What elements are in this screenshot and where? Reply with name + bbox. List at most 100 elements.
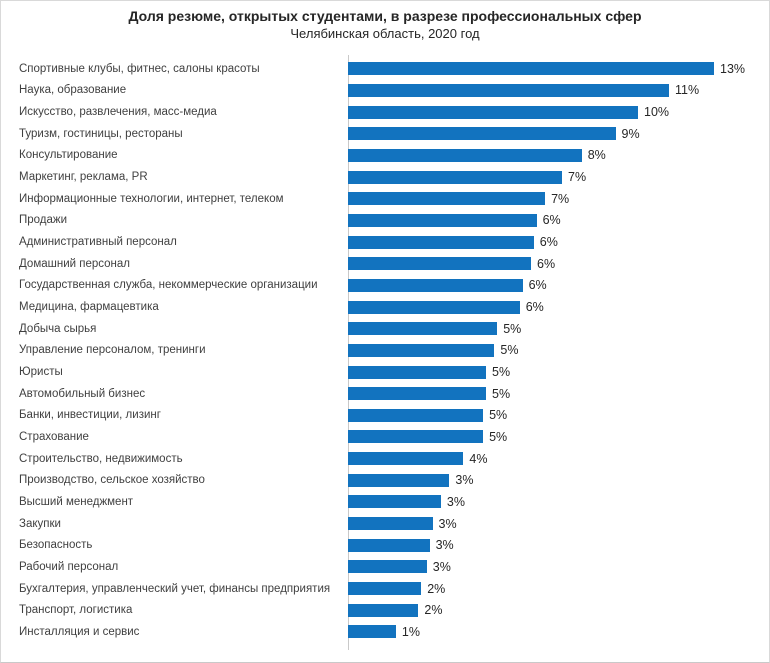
bar-row: Строительство, недвижимость 4% (1, 448, 769, 470)
bar-track: 7% (348, 188, 769, 210)
category-label: Производство, сельское хозяйство (19, 474, 205, 487)
value-label: 9% (621, 126, 640, 141)
bar (348, 127, 616, 141)
bar-track: 5% (348, 318, 769, 340)
category-label: Наука, образование (19, 84, 127, 97)
bar-row: Спортивные клубы, фитнес, салоны красоты… (1, 58, 769, 80)
value-label: 6% (542, 213, 561, 228)
bar (348, 343, 495, 357)
bar (348, 603, 419, 617)
bar-track: 2% (348, 578, 769, 600)
bar-track: 4% (348, 448, 769, 470)
value-label: 8% (587, 148, 606, 163)
value-label: 5% (503, 321, 522, 336)
bar-track: 1% (348, 621, 769, 643)
value-label: 2% (424, 603, 443, 618)
category-label: Спортивные клубы, фитнес, салоны красоты (19, 62, 260, 75)
category-label: Автомобильный бизнес (19, 387, 146, 400)
bar-track: 5% (348, 405, 769, 427)
bar-track: 8% (348, 145, 769, 167)
bar-track: 2% (348, 599, 769, 621)
bar (348, 408, 484, 422)
bar-track: 6% (348, 231, 769, 253)
category-label: Продажи (19, 214, 68, 227)
bar (348, 278, 523, 292)
bar-track: 13% (348, 58, 769, 80)
bar-track: 6% (348, 296, 769, 318)
bar-track: 7% (348, 166, 769, 188)
value-label: 3% (435, 538, 454, 553)
bar-row: Производство, сельское хозяйство 3% (1, 469, 769, 491)
value-label: 2% (427, 581, 446, 596)
bar (348, 257, 531, 271)
value-label: 1% (401, 624, 420, 639)
bar-track: 5% (348, 361, 769, 383)
bar-row: Добыча сырья 5% (1, 318, 769, 340)
category-label: Высший менеджмент (19, 495, 134, 508)
category-label: Административный персонал (19, 236, 177, 249)
value-label: 4% (469, 451, 488, 466)
bar-track: 3% (348, 491, 769, 513)
value-label: 3% (455, 473, 474, 488)
bar (348, 235, 534, 249)
bar-row: Автомобильный бизнес 5% (1, 383, 769, 405)
bar-row: Продажи 6% (1, 210, 769, 232)
category-label: Управление персоналом, тренинги (19, 344, 206, 357)
category-label: Рабочий персонал (19, 560, 119, 573)
category-label: Медицина, фармацевтика (19, 301, 159, 314)
category-label: Маркетинг, реклама, PR (19, 171, 148, 184)
bar-row: Страхование 5% (1, 426, 769, 448)
bar-track: 3% (348, 469, 769, 491)
category-label: Транспорт, логистика (19, 604, 133, 617)
bar (348, 365, 486, 379)
bar-row: Медицина, фармацевтика 6% (1, 296, 769, 318)
bar (348, 105, 638, 119)
value-label: 3% (446, 494, 465, 509)
bar-row: Банки, инвестиции, лизинг 5% (1, 405, 769, 427)
plot-area: Спортивные клубы, фитнес, салоны красоты… (1, 55, 769, 650)
value-label: 7% (568, 170, 587, 185)
category-label: Безопасность (19, 539, 93, 552)
category-label: Искусство, развлечения, масс-медиа (19, 106, 217, 119)
value-label: 5% (492, 365, 511, 380)
value-label: 5% (489, 408, 508, 423)
bar-row: Наука, образование 11% (1, 80, 769, 102)
bar-row: Высший менеджмент 3% (1, 491, 769, 513)
bar-row: Бухгалтерия, управленческий учет, финанс… (1, 578, 769, 600)
bar (348, 452, 464, 466)
category-label: Домашний персонал (19, 257, 130, 270)
bar-row: Транспорт, логистика 2% (1, 599, 769, 621)
category-label: Государственная служба, некоммерческие о… (19, 279, 318, 292)
category-label: Юристы (19, 366, 63, 379)
category-label: Добыча сырья (19, 322, 97, 335)
bar-row: Закупки 3% (1, 513, 769, 535)
bar-row: Консультирование 8% (1, 145, 769, 167)
bar-track: 11% (348, 80, 769, 102)
bar (348, 322, 498, 336)
bar (348, 62, 714, 76)
value-label: 6% (528, 278, 547, 293)
value-label: 5% (500, 343, 519, 358)
value-label: 6% (525, 300, 544, 315)
value-label: 7% (551, 191, 570, 206)
category-label: Консультирование (19, 149, 118, 162)
bar-row: Туризм, гостиницы, рестораны 9% (1, 123, 769, 145)
bar-row: Информационные технологии, интернет, тел… (1, 188, 769, 210)
chart-title: Доля резюме, открытых студентами, в разр… (128, 8, 642, 24)
bar-row: Управление персоналом, тренинги 5% (1, 340, 769, 362)
bar-track: 6% (348, 275, 769, 297)
category-label: Информационные технологии, интернет, тел… (19, 192, 284, 205)
bar-row: Домашний персонал 6% (1, 253, 769, 275)
bar (348, 148, 582, 162)
bar-track: 5% (348, 426, 769, 448)
bar-row: Искусство, развлечения, масс-медиа 10% (1, 101, 769, 123)
category-label: Туризм, гостиницы, рестораны (19, 127, 183, 140)
bar (348, 387, 486, 401)
bar-row: Рабочий персонал 3% (1, 556, 769, 578)
value-label: 3% (438, 516, 457, 531)
category-label: Бухгалтерия, управленческий учет, финанс… (19, 582, 331, 595)
bar (348, 582, 422, 596)
bar (348, 170, 562, 184)
bar-track: 5% (348, 383, 769, 405)
